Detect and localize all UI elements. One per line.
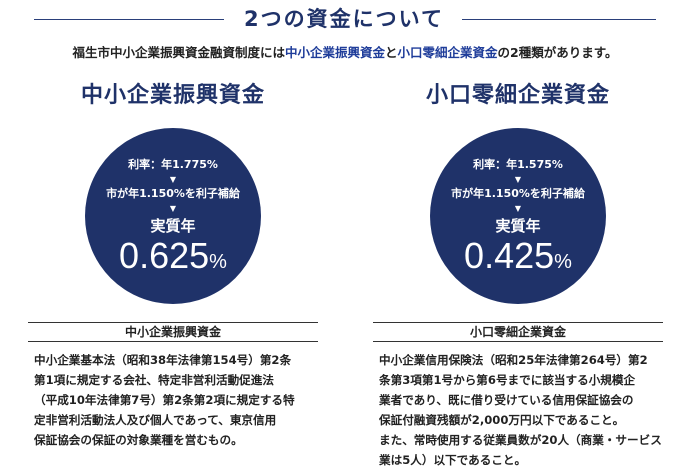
fund-title: 小口零細企業資金 (425, 83, 610, 108)
arrow-down-icon: ▼ (514, 204, 522, 213)
intro-text: 福生市中小企業振興資金融資制度には中小企業振興資金と小口零細企業資金の2種類があ… (0, 44, 690, 62)
effective-rate-label: 実質年 (150, 217, 196, 235)
eligibility-description: 中小企業信用保険法（昭和25年法律第264号）第2 条第3項第1号から第6号まで… (379, 353, 662, 467)
percent-sign: % (554, 251, 572, 273)
title-divider-right (462, 19, 656, 20)
eligibility-title: 中小企業振興資金 (28, 322, 318, 342)
fund-column-1: 中小企業振興資金 利率：年1.775% ▼ 市が年1.150%を利子補給 ▼ 実… (28, 80, 318, 304)
rate-circle: 利率：年1.575% ▼ 市が年1.150%を利子補給 ▼ 実質年 0.425% (430, 128, 606, 304)
eligibility-title: 小口零細企業資金 (373, 322, 663, 342)
page-title: 2つの資金について (244, 7, 444, 31)
subsidy-text: 市が年1.150%を利子補給 (106, 187, 240, 200)
arrow-down-icon: ▼ (514, 175, 522, 184)
rate-circle: 利率：年1.775% ▼ 市が年1.150%を利子補給 ▼ 実質年 0.625% (85, 128, 261, 304)
percent-sign: % (209, 251, 227, 273)
subsidy-text: 市が年1.150%を利子補給 (451, 187, 585, 200)
intro-highlight-fund-2: 小口零細企業資金 (397, 45, 498, 60)
effective-rate-number: 0.425 (464, 235, 555, 276)
interest-rate: 利率：年1.575% (473, 158, 563, 171)
eligibility-description: 中小企業基本法（昭和38年法律第154号）第2条 第1項に規定する会社、特定非営… (34, 353, 295, 447)
effective-rate-number: 0.625 (119, 235, 210, 276)
intro-highlight-fund-1: 中小企業振興資金 (285, 45, 386, 60)
fund-title: 中小企業振興資金 (80, 83, 265, 108)
fund-column-2: 小口零細企業資金 利率：年1.575% ▼ 市が年1.150%を利子補給 ▼ 実… (373, 80, 663, 304)
interest-rate: 利率：年1.775% (128, 158, 218, 171)
effective-rate-label: 実質年 (495, 217, 541, 235)
eligibility-box-1: 中小企業振興資金 中小企業基本法（昭和38年法律第154号）第2条 第1項に規定… (28, 322, 318, 450)
eligibility-box-2: 小口零細企業資金 中小企業信用保険法（昭和25年法律第264号）第2 条第3項第… (373, 322, 663, 470)
section-header: 2つの資金について (0, 6, 690, 32)
intro-prefix: 福生市中小企業振興資金融資制度には (72, 45, 285, 60)
effective-rate-value: 0.425% (430, 236, 606, 282)
intro-suffix: の2種類があります。 (497, 45, 618, 60)
arrow-down-icon: ▼ (169, 175, 177, 184)
intro-mid: と (385, 45, 398, 60)
arrow-down-icon: ▼ (169, 204, 177, 213)
title-divider-left (34, 19, 224, 20)
effective-rate-value: 0.625% (85, 236, 261, 282)
